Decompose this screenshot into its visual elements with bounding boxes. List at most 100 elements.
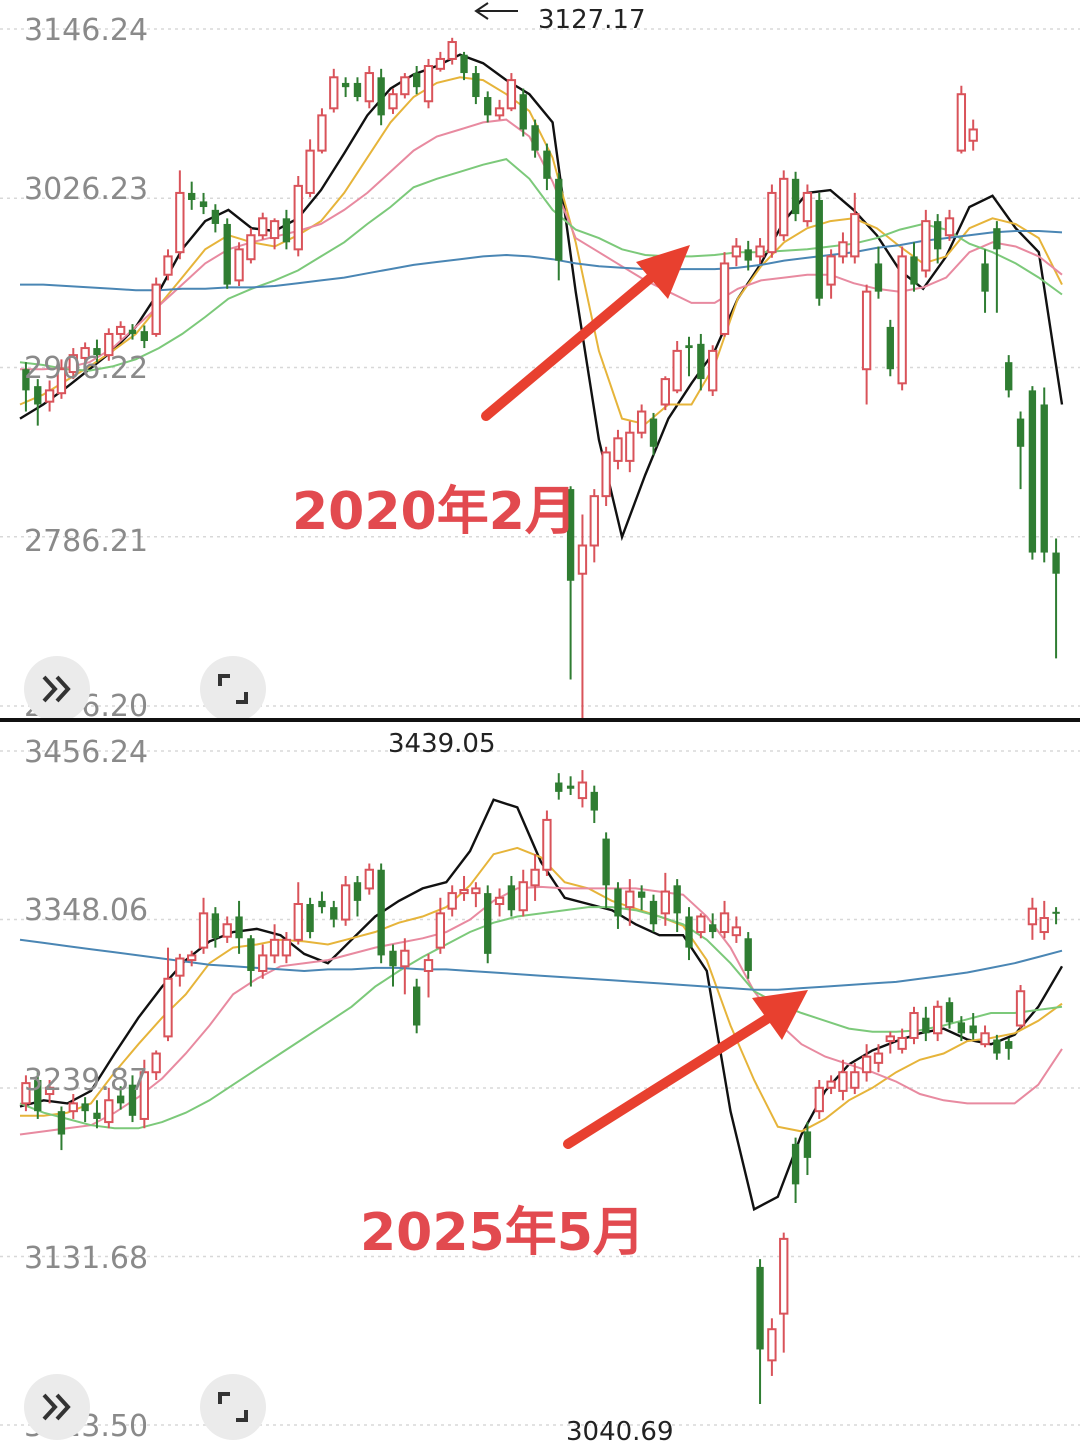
- candle-body-down: [815, 199, 823, 299]
- candle: [128, 324, 137, 340]
- candle: [459, 875, 469, 901]
- candle: [921, 209, 931, 278]
- candle-body-up: [234, 248, 244, 282]
- candle: [980, 1025, 990, 1048]
- double-chevron-right-icon[interactable]: [24, 656, 90, 718]
- candle-body-up: [258, 954, 268, 972]
- candle: [1052, 907, 1060, 925]
- candle: [330, 900, 338, 928]
- candle: [826, 249, 836, 299]
- candle-body-up: [269, 938, 280, 957]
- candle: [838, 232, 848, 264]
- candle: [1015, 985, 1026, 1029]
- candle: [116, 1086, 125, 1110]
- candle-body-up: [861, 290, 872, 371]
- candle: [719, 900, 730, 939]
- candle: [518, 869, 528, 917]
- candle-body-down: [1016, 418, 1025, 447]
- candle-body-up: [968, 128, 978, 142]
- high-marker-label: 3127.17: [538, 5, 646, 35]
- candle-body-up: [589, 495, 599, 547]
- candle: [104, 1087, 114, 1129]
- candle: [1052, 538, 1060, 659]
- candle-body-up: [175, 191, 185, 254]
- double-chevron-right-icon[interactable]: [24, 1374, 90, 1440]
- candle-body-up: [163, 255, 173, 276]
- candle: [68, 348, 78, 380]
- candle-body-up: [293, 903, 303, 941]
- low-marker: 3040.69: [566, 1417, 674, 1441]
- candle: [93, 339, 101, 363]
- candle-body-up: [873, 1052, 884, 1064]
- candle: [282, 209, 291, 250]
- candle: [945, 997, 954, 1029]
- candle-body-up: [802, 191, 813, 223]
- y-tick-label: 3146.24: [24, 13, 148, 48]
- candle: [57, 1106, 66, 1151]
- candle: [93, 1100, 101, 1129]
- candle-body-down: [34, 386, 42, 405]
- candle: [139, 1059, 150, 1129]
- candle-body-down: [211, 209, 220, 224]
- candle: [306, 897, 314, 939]
- candle-body-down: [34, 1080, 42, 1112]
- candle-body-up: [719, 912, 730, 934]
- candle-body-down: [685, 345, 693, 349]
- candle-body-up: [317, 114, 327, 152]
- candle: [317, 108, 327, 154]
- fullscreen-corners-icon[interactable]: [200, 1374, 266, 1440]
- candle-body-up: [340, 884, 351, 921]
- series-line-ma10: [20, 846, 1063, 1133]
- candle-body-up: [838, 241, 848, 258]
- candle-body-down: [341, 82, 350, 88]
- candle: [815, 192, 823, 306]
- series-line-ma20: [20, 118, 1063, 371]
- candle-body-up: [932, 1005, 943, 1035]
- candle-body-up: [305, 149, 315, 194]
- candle-body-down: [1005, 1041, 1013, 1049]
- candle-body-up: [506, 79, 517, 110]
- candle: [329, 68, 339, 113]
- candle-body-up: [364, 72, 374, 103]
- candle: [435, 897, 446, 954]
- candle-body-up: [175, 957, 185, 977]
- candle-body-up: [613, 437, 623, 462]
- candlestick-chart-2020: 3146.24 3026.23 2906.22 2786.21 2666.20 …: [0, 2, 1080, 718]
- candle-body-down: [412, 986, 421, 1026]
- candle: [175, 953, 185, 987]
- candle-body-up: [435, 57, 446, 70]
- candle-body-down: [744, 249, 752, 261]
- candle: [566, 486, 575, 680]
- candle: [412, 66, 421, 95]
- candlestick-chart-2025: 3456.24 3348.06 3239.87 3131.68 3023.50 …: [0, 729, 1080, 1441]
- candle: [198, 897, 209, 954]
- candle-body-up: [625, 890, 635, 909]
- candle-body-down: [199, 201, 208, 208]
- candle: [235, 900, 243, 954]
- candle: [956, 85, 967, 154]
- y-tick-label: 3348.06: [24, 893, 148, 928]
- candle: [187, 950, 197, 967]
- annotation-arrow: [481, 245, 690, 421]
- candle: [472, 66, 480, 105]
- candle: [222, 916, 232, 943]
- fullscreen-corners-icon[interactable]: [200, 656, 266, 718]
- high-marker-label: 3439.05: [388, 729, 496, 759]
- y-tick-label: 2786.21: [24, 524, 148, 559]
- candle: [897, 246, 907, 391]
- candle-body-up: [601, 451, 611, 498]
- candle-body-up: [447, 41, 457, 60]
- candle-body-down: [886, 326, 894, 370]
- y-tick-label: 3026.23: [24, 172, 148, 207]
- candle-body-up: [187, 954, 197, 962]
- candle-body-up: [198, 912, 209, 949]
- candle-body-up: [494, 107, 505, 117]
- candle: [1005, 1037, 1013, 1060]
- candle: [199, 192, 208, 215]
- candle: [400, 938, 410, 995]
- candle-body-down: [685, 916, 693, 948]
- candle: [779, 1232, 789, 1353]
- candle-body-up: [494, 896, 505, 906]
- candle: [188, 181, 196, 210]
- candle-body-down: [460, 54, 468, 74]
